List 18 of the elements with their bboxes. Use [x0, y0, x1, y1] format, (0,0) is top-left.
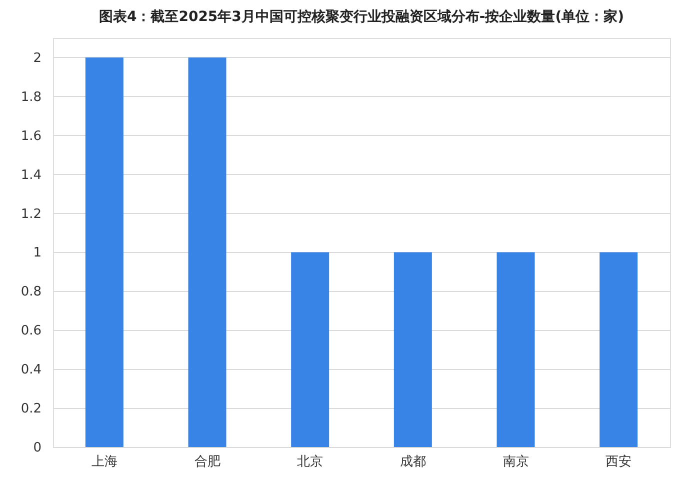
y-tick-label: 1.2: [20, 206, 42, 222]
y-tick-label: 0.4: [20, 362, 42, 378]
x-tick-label: 成都: [400, 454, 426, 470]
y-tick-label: 1.8: [20, 90, 42, 105]
x-tick-label: 南京: [502, 454, 529, 470]
x-tick-label: 北京: [297, 454, 324, 470]
chart-title: 图表4：截至2025年3月中国可控核聚变行业投融资区域分布-按企业数量(单位：家): [98, 8, 624, 25]
y-tick-label: 0.8: [20, 284, 42, 300]
y-tick-label: 1: [33, 246, 42, 261]
x-tick-label: 西安: [606, 454, 632, 470]
y-tick-label: 2: [33, 50, 42, 66]
x-tick-label: 合肥: [194, 454, 220, 470]
x-tick-label: 上海: [91, 454, 118, 470]
y-tick-label: 1.4: [20, 168, 42, 183]
y-tick-label: 0.6: [20, 324, 42, 339]
y-tick-label: 0.2: [20, 402, 42, 417]
y-tick-label: 0: [33, 440, 42, 456]
y-tick-label: 1.6: [20, 128, 42, 144]
